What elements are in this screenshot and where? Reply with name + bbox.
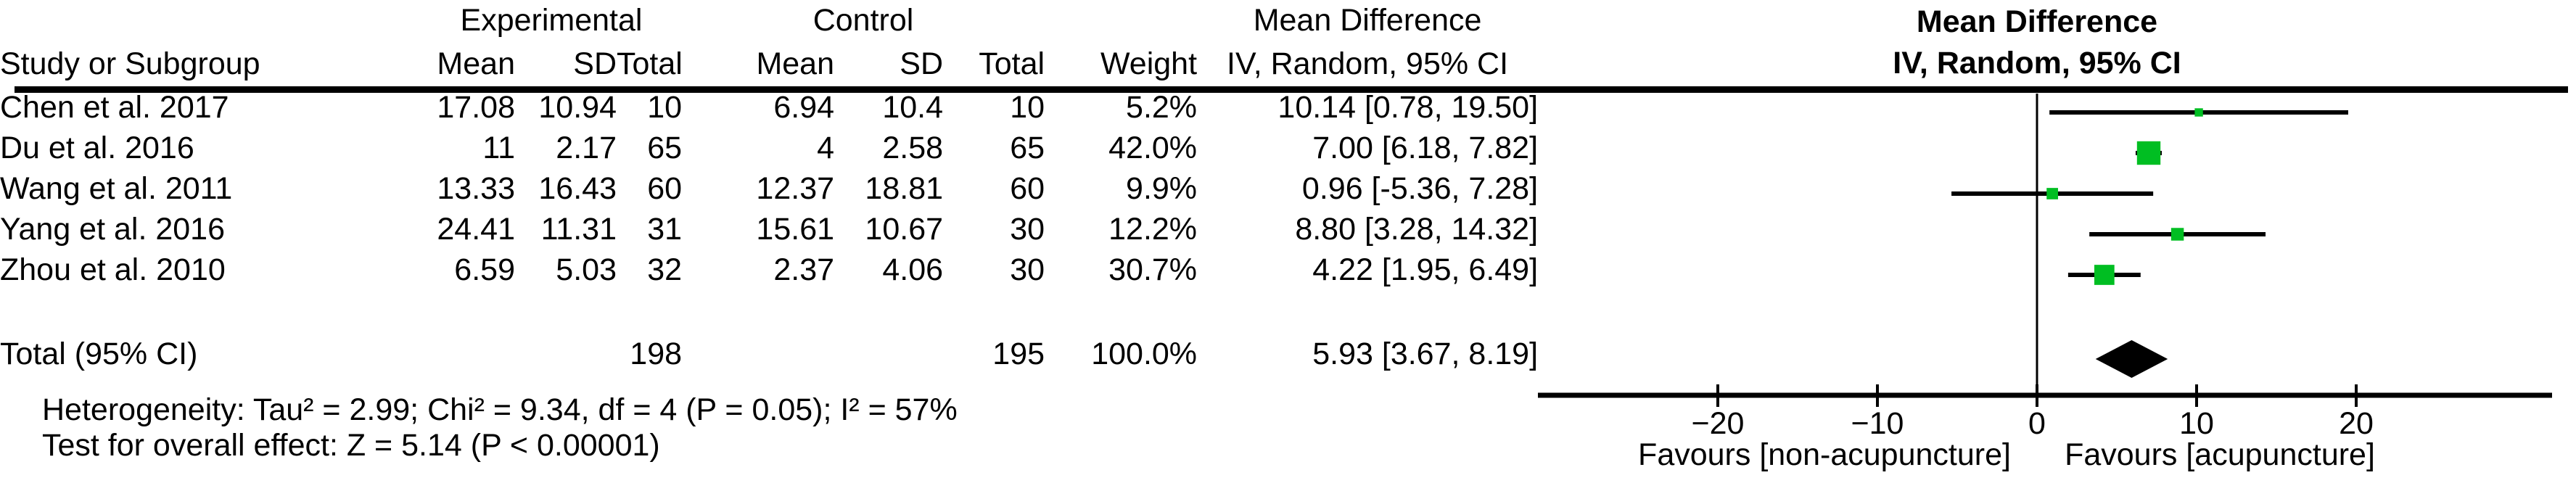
header-spacer-weight: [1045, 0, 1197, 41]
study-row: Yang et al. 2016 24.41 11.31 31 15.61 10.67 30…: [0, 209, 1538, 249]
ci-text: 7.00 [6.18, 7.82]: [1312, 130, 1539, 165]
ctl-total: 65: [1010, 130, 1045, 165]
exp-mean: 11: [482, 130, 515, 165]
header-group-control: Control: [812, 3, 914, 38]
ctl-total: 30: [1010, 252, 1045, 287]
weight: 30.7%: [1108, 252, 1198, 287]
header-group-mean-difference: Mean Difference: [1253, 3, 1482, 38]
weight: 9.9%: [1126, 170, 1198, 206]
tick-label: 10: [2179, 406, 2214, 441]
weight: 42.0%: [1108, 130, 1198, 165]
header-weight: Weight: [1100, 46, 1198, 81]
header-ci-method: IV, Random, 95% CI: [1227, 46, 1509, 81]
header-ctl-total: Total: [979, 46, 1045, 81]
study-name: Zhou et al. 2010: [0, 252, 226, 287]
exp-sd: 2.17: [556, 130, 617, 165]
ctl-total: 10: [1010, 89, 1045, 125]
ctl-mean: 12.37: [756, 170, 835, 206]
plot-title: Mean Difference IV, Random, 95% CI: [1602, 1, 2472, 84]
ctl-sd: 10.67: [865, 211, 944, 247]
header-ctl-mean: Mean: [756, 46, 835, 81]
tick-label: 20: [2339, 406, 2374, 441]
ci-text: 0.96 [-5.36, 7.28]: [1301, 170, 1539, 206]
exp-total: 60: [647, 170, 683, 206]
total-label: Total (95% CI): [0, 336, 198, 371]
meta-analysis-table: Experimental Control Mean Difference Stu…: [0, 0, 1538, 374]
study-name: Du et al. 2016: [0, 130, 194, 165]
exp-total: 31: [647, 211, 683, 247]
study-name: Yang et al. 2016: [0, 211, 226, 247]
effect-square: [2136, 141, 2161, 165]
ctl-sd: 10.4: [882, 89, 944, 125]
ctl-sd: 2.58: [882, 130, 944, 165]
overall-effect-text: Test for overall effect: Z = 5.14 (P < 0…: [42, 428, 660, 463]
total-weight: 100.0%: [1091, 336, 1198, 371]
header-group-experimental: Experimental: [460, 3, 643, 38]
exp-sd: 16.43: [538, 170, 617, 206]
effect-square: [2194, 108, 2203, 117]
tick-label: −20: [1692, 406, 1745, 441]
ctl-mean: 4: [817, 130, 835, 165]
exp-mean: 17.08: [437, 89, 515, 125]
ci-text: 4.22 [1.95, 6.49]: [1312, 252, 1539, 287]
tick-label: −10: [1851, 406, 1904, 441]
total-ci-text: 5.93 [3.67, 8.19]: [1312, 336, 1539, 371]
study-row: Wang et al. 2011 13.33 16.43 60 12.37 18.81 60…: [0, 168, 1538, 209]
total-ctl-total: 195: [992, 336, 1045, 371]
exp-total: 32: [647, 252, 683, 287]
study-name: Chen et al. 2017: [0, 89, 229, 125]
ctl-sd: 4.06: [882, 252, 944, 287]
exp-sd: 5.03: [556, 252, 617, 287]
ci-text: 8.80 [3.28, 14.32]: [1295, 211, 1539, 247]
exp-sd: 11.31: [540, 211, 617, 247]
exp-total: 10: [647, 89, 683, 125]
header-study: Study or Subgroup: [0, 46, 260, 81]
study-row: Chen et al. 2017 17.08 10.94 10 6.94 10.4 10 5.…: [0, 87, 1538, 128]
spacer-row: [0, 290, 1538, 334]
study-row: Zhou et al. 2010 6.59 5.03 32 2.37 4.06 30 30.7…: [0, 249, 1538, 290]
favours-left-label: Favours [non-acupuncture]: [1638, 437, 2011, 472]
header-exp-total: Total: [617, 46, 683, 81]
exp-mean: 6.59: [454, 252, 515, 287]
header-exp-mean: Mean: [437, 46, 515, 81]
study-name: Wang et al. 2011: [0, 170, 233, 206]
summary-diamond: [2095, 340, 2168, 378]
exp-total: 65: [647, 130, 683, 165]
tick-label: 0: [2028, 406, 2046, 441]
plot-title-line1: Mean Difference: [1916, 4, 2158, 39]
footnotes: Heterogeneity: Tau² = 2.99; Chi² = 9.34,…: [42, 392, 958, 463]
exp-mean: 13.33: [437, 170, 515, 206]
header-exp-sd: SD: [573, 46, 617, 81]
ctl-total: 60: [1010, 170, 1045, 206]
weight: 5.2%: [1126, 89, 1198, 125]
ctl-mean: 15.61: [756, 211, 835, 247]
ctl-total: 30: [1010, 211, 1045, 247]
effect-square: [2170, 228, 2184, 241]
heterogeneity-text: Heterogeneity: Tau² = 2.99; Chi² = 9.34,…: [42, 392, 958, 427]
effect-square: [2094, 265, 2115, 285]
exp-mean: 24.41: [437, 211, 515, 247]
ctl-mean: 6.94: [773, 89, 835, 125]
header-spacer: [0, 0, 421, 41]
ci-text: 10.14 [0.78, 19.50]: [1277, 89, 1539, 125]
total-exp-total: 198: [630, 336, 683, 371]
effect-square: [2046, 188, 2058, 199]
favours-right-label: Favours [acupuncture]: [2065, 437, 2375, 472]
ctl-sd: 18.81: [865, 170, 944, 206]
header-ctl-sd: SD: [900, 46, 944, 81]
study-row: Du et al. 2016 11 2.17 65 4 2.58 65 42.0% 7.00 […: [0, 128, 1538, 168]
weight: 12.2%: [1108, 211, 1198, 247]
total-row: Total (95% CI) 198 195 100.0% 5.93 [3.67…: [0, 334, 1538, 374]
header-separator-line: [15, 86, 2568, 93]
plot-title-line2: IV, Random, 95% CI: [1893, 46, 2181, 81]
exp-sd: 10.94: [538, 89, 617, 125]
ctl-mean: 2.37: [773, 252, 835, 287]
